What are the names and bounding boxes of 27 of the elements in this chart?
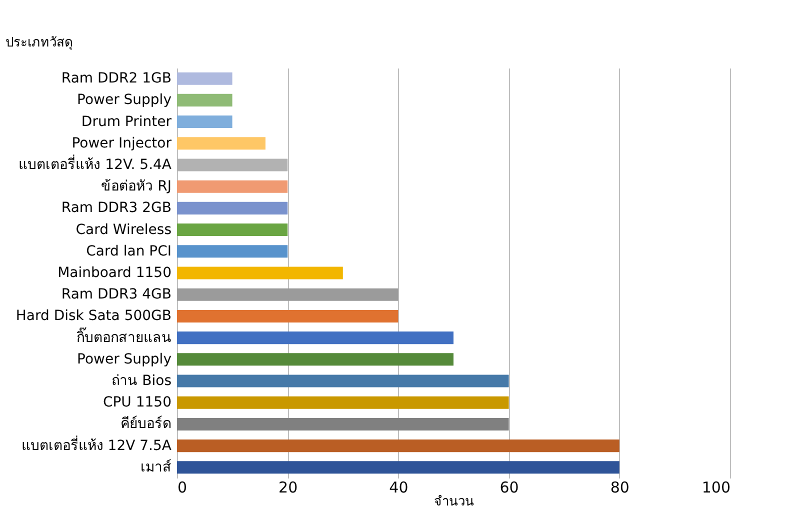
y-tick-label: แบตเตอรี่แห้ง 12V. 5.4A [18, 154, 172, 173]
y-tick-label: ข้อต่อหัว RJ [101, 178, 172, 195]
x-axis-title: จำนวน [434, 494, 474, 510]
y-axis-title: ประเภทวัสดุ [6, 36, 72, 50]
x-tick-label: 60 [500, 478, 519, 496]
y-tick-label: กิ๊บตอกสายแลน [76, 326, 172, 346]
y-tick-label: Ram DDR3 2GB [61, 200, 172, 216]
y-tick-label: Drum Printer [81, 114, 172, 130]
y-tick-label: Ram DDR3 4GB [61, 286, 172, 303]
y-tick-label: Power Supply [77, 92, 172, 108]
y-tick-label: แบตเตอรี่แห้ง 12V 7.5A [21, 436, 172, 454]
x-tick-label: 40 [389, 478, 408, 496]
x-tick-label: 20 [278, 478, 298, 496]
x-tick-label: 80 [610, 478, 630, 496]
y-tick-label: คีย์บอร์ด [120, 415, 172, 432]
y-tick-label: Hard Disk Sata 500GB [16, 308, 172, 324]
y-tick-label: Power Supply [77, 351, 172, 368]
x-tick-label: 100 [702, 478, 730, 496]
y-tick-label: Card Wireless [76, 222, 172, 238]
y-tick-label: ถ่าน Bios [112, 373, 172, 390]
y-tick-label: CPU 1150 [102, 394, 172, 411]
y-tick-label: เมาส์ [140, 458, 172, 476]
x-tick-label: 0 [178, 478, 188, 496]
y-tick-label: Power Injector [72, 135, 172, 152]
y-tick-label: Card lan PCI [86, 243, 172, 260]
y-tick-label: Ram DDR2 1GB [61, 70, 172, 87]
y-tick-label: Mainboard 1150 [58, 265, 172, 281]
